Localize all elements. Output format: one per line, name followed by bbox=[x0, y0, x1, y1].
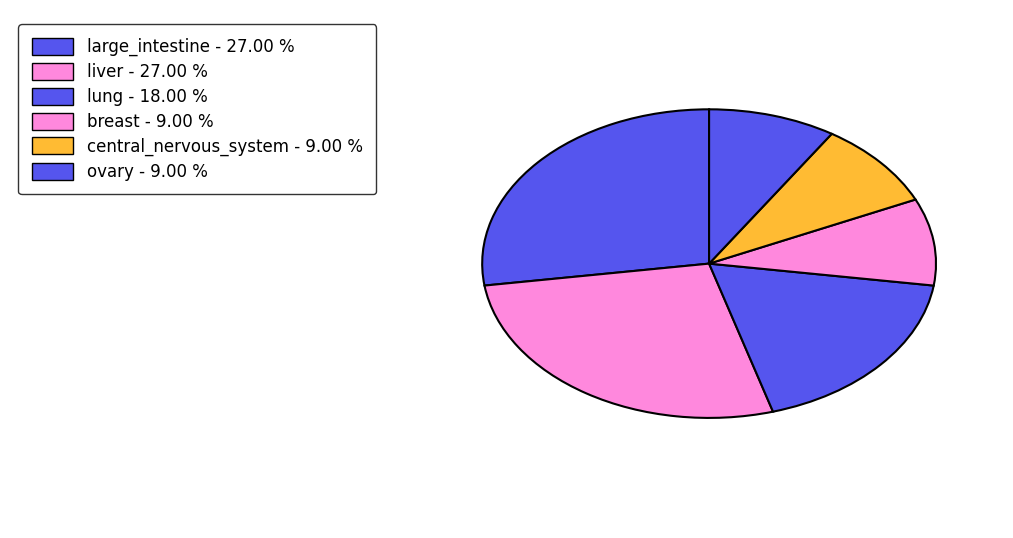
Wedge shape bbox=[709, 264, 934, 412]
Wedge shape bbox=[709, 134, 916, 264]
Wedge shape bbox=[482, 109, 709, 286]
Wedge shape bbox=[484, 264, 773, 418]
Wedge shape bbox=[709, 109, 832, 264]
Wedge shape bbox=[709, 200, 936, 286]
Legend: large_intestine - 27.00 %, liver - 27.00 %, lung - 18.00 %, breast - 9.00 %, cen: large_intestine - 27.00 %, liver - 27.00… bbox=[18, 24, 376, 194]
